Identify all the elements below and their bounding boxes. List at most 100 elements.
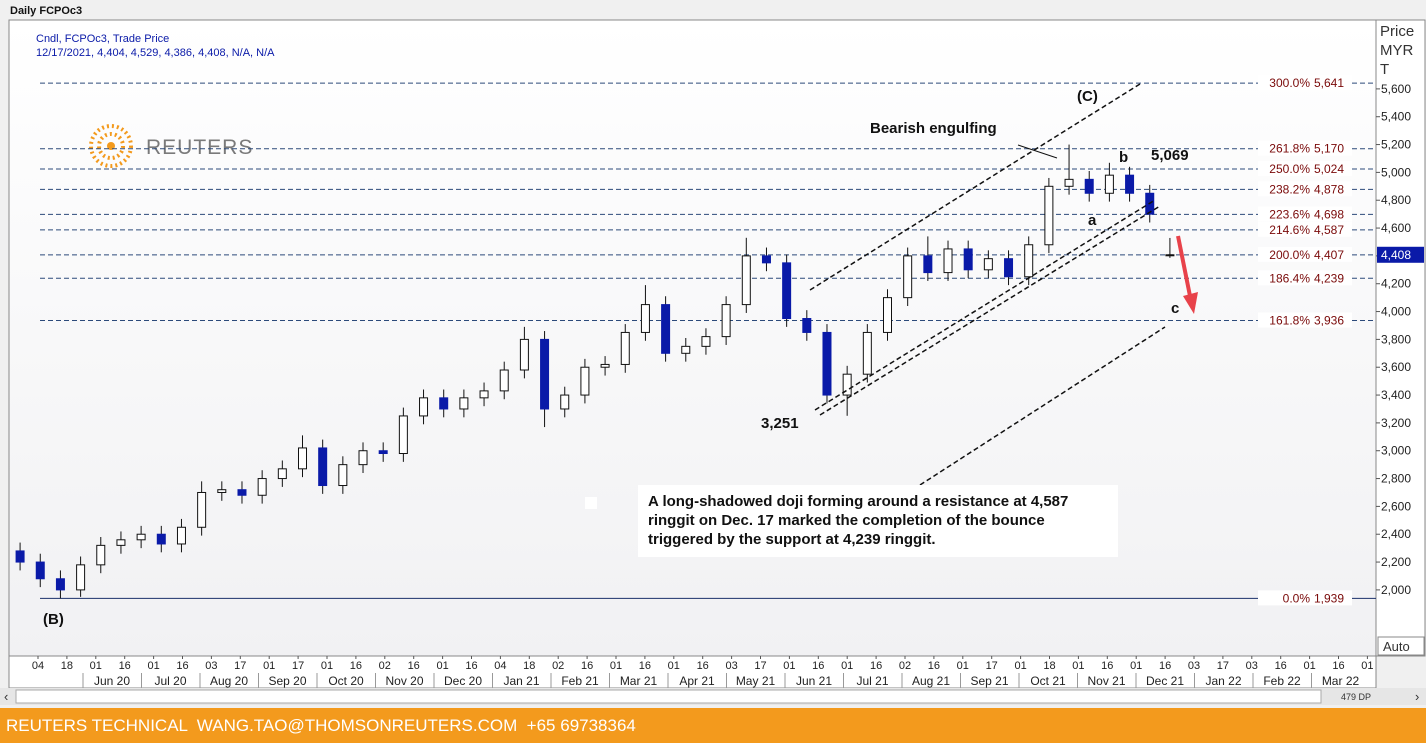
candle-body [1084, 178, 1094, 194]
candles [15, 144, 1175, 599]
scroll-right[interactable]: › [1415, 689, 1419, 704]
y-tick-label: 4,600 [1381, 221, 1411, 235]
x-day-label: 16 [119, 660, 131, 672]
y-tick-label: 4,000 [1381, 305, 1411, 319]
x-day-label: 01 [321, 660, 333, 672]
candle-body [237, 489, 247, 496]
x-month-label: Jun 21 [796, 674, 832, 688]
x-day-label: 01 [436, 660, 448, 672]
x-day-label: 02 [379, 660, 391, 672]
candle-body [318, 447, 328, 487]
x-day-label: 16 [176, 660, 188, 672]
candle-body [600, 363, 610, 368]
candle-body [197, 491, 207, 528]
x-month-label: Dec 20 [444, 674, 482, 688]
level-ratio: 223.6% [1269, 207, 1310, 221]
pointer-line [1017, 144, 1058, 159]
x-month-label: Apr 21 [679, 674, 715, 688]
y-tick-label: 2,800 [1381, 472, 1411, 486]
candle-body [943, 248, 953, 274]
arrow-head [1183, 292, 1198, 314]
candle-body [620, 331, 630, 365]
scroll-thumb[interactable] [15, 689, 1322, 704]
note-line: A long-shadowed doji forming around a re… [648, 493, 1068, 510]
x-month-label: Sep 21 [970, 674, 1008, 688]
marker [585, 497, 597, 509]
note-line: triggered by the support at 4,239 ringgi… [648, 531, 936, 548]
level-ratio: 300.0% [1269, 76, 1310, 90]
candle-body [842, 373, 852, 396]
x-day-label: 17 [234, 660, 246, 672]
x-month-label: Mar 21 [620, 674, 658, 688]
candle-body [721, 304, 731, 338]
y-tick-label: 5,200 [1381, 138, 1411, 152]
candle-body [156, 533, 166, 545]
channel-line [819, 205, 1161, 416]
candle-body [963, 248, 973, 271]
x-day-label: 16 [928, 660, 940, 672]
candle-body [1004, 258, 1014, 278]
x-month-label: Aug 21 [912, 674, 950, 688]
y-tick-label: 5,000 [1381, 165, 1411, 179]
channel-line [919, 326, 1166, 486]
wave-label: a [1088, 212, 1097, 229]
level-value: 4,239 [1314, 271, 1344, 285]
time-axis-area [8, 655, 1377, 689]
x-day-label: 04 [32, 660, 44, 672]
x-day-label: 18 [1043, 660, 1055, 672]
x-month-label: Sep 20 [268, 674, 306, 688]
x-day-label: 01 [610, 660, 622, 672]
last-price-label: 4,408 [1381, 248, 1411, 262]
scroll-left[interactable]: ‹ [4, 689, 8, 704]
x-month-label: Nov 20 [385, 674, 423, 688]
x-day-label: 04 [494, 660, 506, 672]
candle-body [701, 336, 711, 347]
level-ratio: 214.6% [1269, 223, 1310, 237]
x-day-label: 17 [754, 660, 766, 672]
x-axis: 04 18 01 16 01 16 03 17 01 17 01 16 02 16 01 16 04 18 02 16… [32, 656, 1374, 688]
y-tick-label: 2,400 [1381, 527, 1411, 541]
level-value: 4,407 [1314, 248, 1344, 262]
note-box [638, 485, 1118, 557]
x-day-label: 16 [639, 660, 651, 672]
x-day-label: 16 [697, 660, 709, 672]
footer: REUTERS TECHNICAL WANG.TAO@THOMSONREUTER… [0, 708, 1426, 743]
level-ratio: 200.0% [1269, 248, 1310, 262]
auto-button[interactable] [1377, 636, 1425, 656]
level-label-bg [1258, 590, 1352, 606]
price-axis-area [1375, 19, 1426, 657]
legend-line: Cndl, FCPOc3, Trade Price [36, 33, 169, 45]
x-day-label: 01 [668, 660, 680, 672]
x-day-label: 16 [1101, 660, 1113, 672]
x-month-label: Oct 20 [328, 674, 364, 688]
x-month-label: Nov 21 [1087, 674, 1125, 688]
x-day-label: 18 [523, 660, 535, 672]
x-day-label: 01 [1361, 660, 1373, 672]
level-label-bg [1258, 161, 1352, 177]
candle-body [439, 397, 449, 410]
candle-body [277, 468, 287, 480]
candle-body [257, 478, 267, 496]
level-value: 4,878 [1314, 182, 1344, 196]
level-label-bg [1258, 221, 1352, 237]
x-day-label: 01 [90, 660, 102, 672]
x-day-label: 17 [1217, 660, 1229, 672]
y-axis-title: Price MYR T [1380, 23, 1415, 78]
logo-dot [107, 142, 115, 150]
x-day-label: 01 [263, 660, 275, 672]
x-day-label: 03 [1188, 660, 1200, 672]
y-tick-label: 3,200 [1381, 416, 1411, 430]
scrollbar: ‹ › 479 DP [0, 688, 1426, 705]
legend-line: 12/17/2021, 4,404, 4,529, 4,386, 4,408, … [36, 47, 275, 59]
chart: Daily FCPOc3 Cndl, FCPOc3, Trade Price 1… [0, 0, 1426, 708]
level-value: 5,170 [1314, 142, 1344, 156]
x-day-label: 03 [725, 660, 737, 672]
x-day-label: 16 [870, 660, 882, 672]
level-ratio: 250.0% [1269, 162, 1310, 176]
y-tick-label: 5,400 [1381, 110, 1411, 124]
x-day-label: 02 [899, 660, 911, 672]
logo-ring [97, 132, 125, 160]
y-tick-label: 3,800 [1381, 332, 1411, 346]
logo-ring [89, 124, 133, 168]
candle-body [378, 450, 388, 455]
